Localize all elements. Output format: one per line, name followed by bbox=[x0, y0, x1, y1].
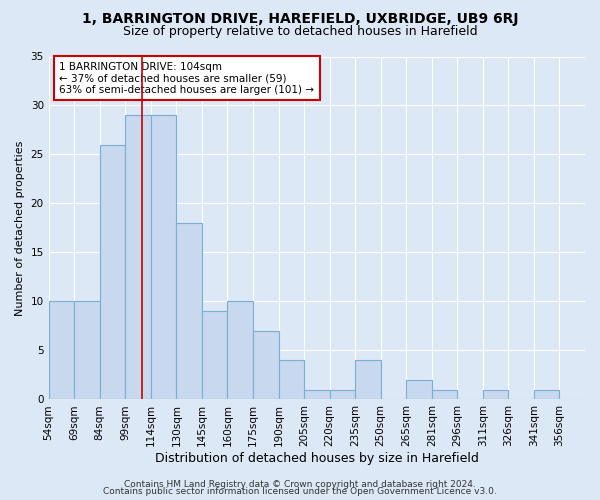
Bar bbox=[176, 223, 202, 400]
Bar bbox=[49, 302, 74, 400]
Bar bbox=[100, 144, 125, 400]
X-axis label: Distribution of detached houses by size in Harefield: Distribution of detached houses by size … bbox=[155, 452, 479, 465]
Bar bbox=[227, 302, 253, 400]
Bar bbox=[432, 390, 457, 400]
Bar bbox=[304, 390, 329, 400]
Text: Size of property relative to detached houses in Harefield: Size of property relative to detached ho… bbox=[122, 25, 478, 38]
Bar bbox=[151, 116, 176, 400]
Text: 1 BARRINGTON DRIVE: 104sqm
← 37% of detached houses are smaller (59)
63% of semi: 1 BARRINGTON DRIVE: 104sqm ← 37% of deta… bbox=[59, 62, 314, 95]
Bar bbox=[534, 390, 559, 400]
Bar bbox=[355, 360, 380, 400]
Bar bbox=[125, 116, 151, 400]
Bar bbox=[74, 302, 100, 400]
Text: Contains HM Land Registry data © Crown copyright and database right 2024.: Contains HM Land Registry data © Crown c… bbox=[124, 480, 476, 489]
Bar bbox=[329, 390, 355, 400]
Bar bbox=[406, 380, 432, 400]
Text: Contains public sector information licensed under the Open Government Licence v3: Contains public sector information licen… bbox=[103, 487, 497, 496]
Bar bbox=[202, 312, 227, 400]
Bar bbox=[253, 331, 278, 400]
Bar bbox=[278, 360, 304, 400]
Bar bbox=[483, 390, 508, 400]
Text: 1, BARRINGTON DRIVE, HAREFIELD, UXBRIDGE, UB9 6RJ: 1, BARRINGTON DRIVE, HAREFIELD, UXBRIDGE… bbox=[82, 12, 518, 26]
Y-axis label: Number of detached properties: Number of detached properties bbox=[15, 140, 25, 316]
